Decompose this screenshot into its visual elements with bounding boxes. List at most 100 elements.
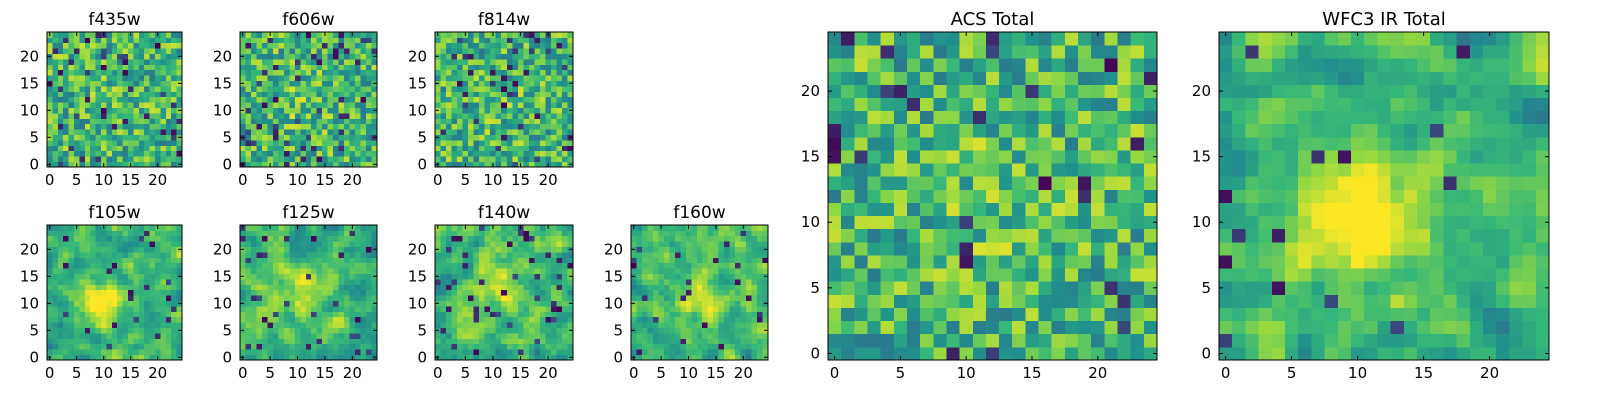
heatmap-cell <box>155 123 161 130</box>
heatmap-cell <box>506 230 513 237</box>
heatmap-cell <box>176 42 183 49</box>
heatmap-cell <box>523 252 530 258</box>
heatmap-cell <box>468 268 475 274</box>
heatmap-cell <box>283 91 290 98</box>
heatmap-cell <box>631 311 637 318</box>
heatmap-cell <box>479 69 486 76</box>
heatmap-cell <box>636 257 643 264</box>
heatmap-cell <box>79 80 86 87</box>
heatmap-cell <box>484 262 491 269</box>
heatmap-cell <box>111 289 118 296</box>
heatmap-cell <box>484 295 491 301</box>
heatmap-cell <box>1130 176 1145 190</box>
heatmap-cell <box>906 202 921 217</box>
heatmap-cell <box>484 235 491 242</box>
heatmap-cell <box>550 123 557 130</box>
heatmap-cell <box>1143 189 1158 203</box>
heatmap-cell <box>658 316 665 323</box>
heatmap-cell <box>484 225 491 231</box>
heatmap-cell <box>534 75 541 81</box>
heatmap-cell <box>338 48 345 54</box>
heatmap-cell <box>106 230 113 237</box>
heatmap-cell <box>556 289 563 296</box>
heatmap-cell <box>371 140 378 146</box>
heatmap-cell <box>636 343 643 350</box>
heatmap-cell <box>79 333 86 339</box>
heatmap-cell <box>696 300 703 307</box>
heatmap-cell <box>176 349 183 355</box>
heatmap-cell <box>517 134 524 141</box>
heatmap-cell <box>841 228 855 243</box>
heatmap-cell <box>674 316 681 323</box>
heatmap-cell <box>349 64 356 71</box>
heatmap-cell <box>68 268 75 274</box>
heatmap-cell <box>160 343 167 350</box>
heatmap-cell <box>106 311 113 318</box>
heatmap-cell <box>556 53 563 60</box>
heatmap-cell <box>495 295 502 301</box>
heatmap-cell <box>366 327 372 334</box>
heatmap-cell <box>144 338 150 345</box>
heatmap-cell <box>751 246 758 253</box>
heatmap-cell <box>468 300 475 307</box>
heatmap-cell <box>757 354 763 361</box>
heatmap-cell <box>176 129 183 135</box>
heatmap-cell <box>691 300 698 307</box>
heatmap-cell <box>122 53 129 60</box>
heatmap-cell <box>261 129 268 135</box>
y-tick-label: 10 <box>408 294 427 312</box>
heatmap-cell <box>338 257 345 264</box>
heatmap-cell <box>338 59 345 65</box>
heatmap-cell <box>457 69 463 76</box>
heatmap-cell <box>171 284 177 291</box>
heatmap-cell <box>707 225 714 231</box>
heatmap-cell <box>999 307 1013 322</box>
heatmap-cell <box>490 42 497 49</box>
heatmap-cell <box>556 64 563 71</box>
heatmap-cell <box>479 53 486 60</box>
heatmap-cell <box>1143 215 1158 230</box>
heatmap-cell <box>713 279 720 285</box>
heatmap-cell <box>506 354 513 361</box>
heatmap-cell <box>631 257 637 264</box>
heatmap-cell <box>946 176 960 190</box>
heatmap-cell <box>512 295 519 301</box>
heatmap-cell <box>240 129 246 135</box>
heatmap-cell <box>138 349 145 355</box>
heatmap-cell <box>160 75 167 81</box>
heatmap-cell <box>517 300 524 307</box>
heatmap-cell <box>122 161 129 168</box>
heatmap-cell <box>366 338 372 345</box>
heatmap-cell <box>90 113 96 119</box>
heatmap-cell <box>327 354 334 361</box>
heatmap-cell <box>311 32 318 38</box>
heatmap-cell <box>240 284 246 291</box>
heatmap-cell <box>149 102 156 108</box>
heatmap-cell <box>517 123 524 130</box>
heatmap-cell <box>316 80 323 87</box>
heatmap-cell <box>294 134 301 141</box>
heatmap-cell <box>528 289 535 296</box>
heatmap-cell <box>501 230 508 237</box>
heatmap-cell <box>1078 320 1092 335</box>
heatmap-cell <box>512 349 519 355</box>
heatmap-cell <box>63 322 69 328</box>
heatmap-cell <box>652 279 659 285</box>
heatmap-cell <box>338 225 345 231</box>
heatmap-cell <box>893 320 908 335</box>
heatmap-cell <box>534 42 541 49</box>
heatmap-cell <box>534 230 541 237</box>
heatmap-cell <box>561 145 568 152</box>
heatmap-cell <box>316 140 323 146</box>
heatmap-cell <box>545 284 552 291</box>
heatmap-cell <box>155 64 161 71</box>
heatmap-cell <box>261 42 268 49</box>
heatmap-cell <box>47 86 53 92</box>
heatmap-cell <box>517 343 524 350</box>
heatmap-cell <box>1091 281 1105 295</box>
heatmap-cell <box>327 252 334 258</box>
heatmap-cell <box>294 113 301 119</box>
heatmap-cell <box>327 349 334 355</box>
heatmap-cell <box>95 75 102 81</box>
heatmap-cell <box>539 37 546 44</box>
